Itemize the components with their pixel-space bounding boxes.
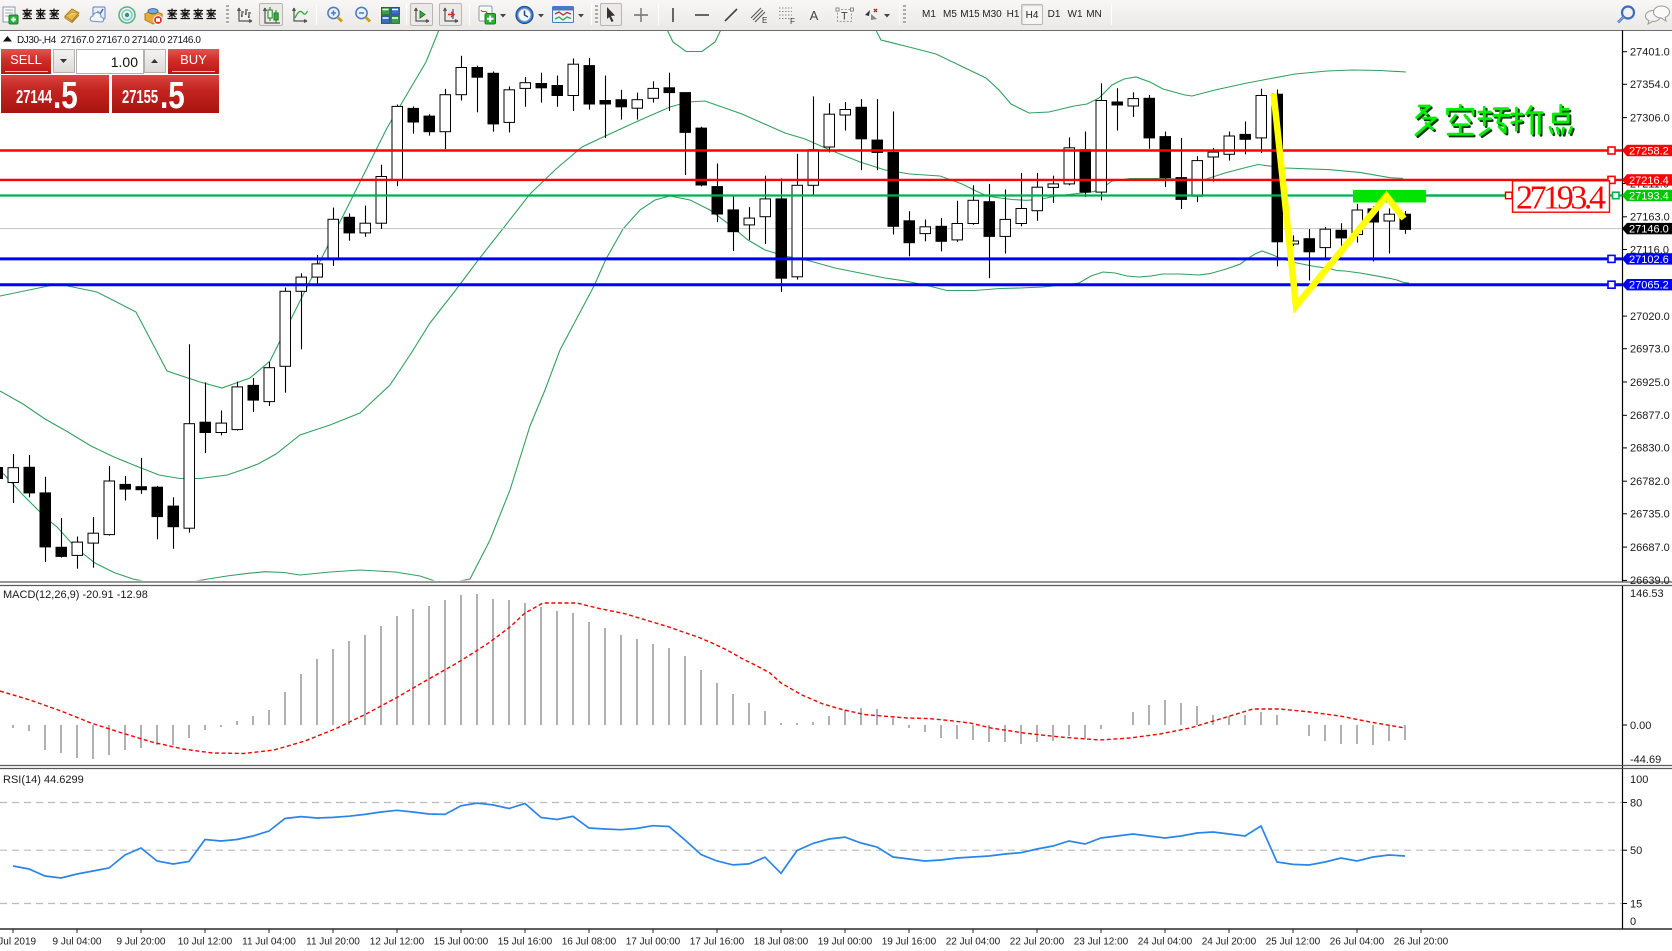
svg-text:27146.0: 27146.0 [1629, 224, 1669, 236]
svg-text:22 Jul 04:00: 22 Jul 04:00 [946, 937, 1001, 948]
svg-text:27354.0: 27354.0 [1630, 79, 1670, 91]
svg-text:26925.0: 26925.0 [1630, 377, 1670, 389]
svg-text:26830.0: 26830.0 [1630, 443, 1670, 455]
svg-text:27065.2: 27065.2 [1629, 280, 1669, 292]
svg-text:26877.0: 26877.0 [1630, 410, 1670, 422]
svg-text:-44.69: -44.69 [1630, 754, 1661, 766]
svg-text:26687.0: 26687.0 [1630, 542, 1670, 554]
svg-text:146.53: 146.53 [1630, 588, 1664, 600]
svg-text:27163.0: 27163.0 [1630, 212, 1670, 224]
svg-text:18 Jul 08:00: 18 Jul 08:00 [754, 937, 809, 948]
svg-text:26 Jul 20:00: 26 Jul 20:00 [1394, 937, 1449, 948]
svg-text:27193.4: 27193.4 [1629, 190, 1669, 202]
svg-text:27401.0: 27401.0 [1630, 47, 1670, 59]
svg-text:27020.0: 27020.0 [1630, 311, 1670, 323]
svg-text:0: 0 [1630, 916, 1636, 928]
svg-text:17 Jul 00:00: 17 Jul 00:00 [626, 937, 681, 948]
svg-text:23 Jul 12:00: 23 Jul 12:00 [1074, 937, 1129, 948]
svg-text:24 Jul 04:00: 24 Jul 04:00 [1138, 937, 1193, 948]
svg-text:50: 50 [1630, 845, 1642, 857]
svg-text:27258.2: 27258.2 [1629, 145, 1669, 157]
svg-text:15 Jul 00:00: 15 Jul 00:00 [434, 937, 489, 948]
svg-text:27193.4: 27193.4 [1516, 180, 1606, 217]
svg-text:15: 15 [1630, 898, 1642, 910]
svg-text:11 Jul 20:00: 11 Jul 20:00 [306, 937, 360, 948]
svg-text:27116.0: 27116.0 [1630, 244, 1669, 256]
svg-text:9 Jul 04:00: 9 Jul 04:00 [53, 937, 102, 948]
svg-text:26735.0: 26735.0 [1630, 509, 1670, 521]
svg-text:22 Jul 20:00: 22 Jul 20:00 [1010, 937, 1065, 948]
svg-text:15 Jul 16:00: 15 Jul 16:00 [498, 937, 553, 948]
svg-text:26639.0: 26639.0 [1630, 575, 1670, 587]
svg-text:19 Jul 16:00: 19 Jul 16:00 [882, 937, 937, 948]
svg-text:T: T [841, 11, 848, 23]
svg-text:DJ30-,H4 27167.0 27167.0 2714: DJ30-,H4 27167.0 27167.0 27140.0 27146.0 [17, 35, 201, 46]
svg-text:26 Jul 04:00: 26 Jul 04:00 [1330, 937, 1385, 948]
svg-text:26973.0: 26973.0 [1630, 344, 1670, 356]
svg-text:12 Jul 12:00: 12 Jul 12:00 [370, 937, 425, 948]
svg-text:10 Jul 12:00: 10 Jul 12:00 [178, 937, 233, 948]
svg-text:100: 100 [1630, 774, 1648, 786]
svg-text:16 Jul 08:00: 16 Jul 08:00 [562, 937, 617, 948]
svg-text:80: 80 [1630, 797, 1642, 809]
svg-text:17 Jul 16:00: 17 Jul 16:00 [690, 937, 745, 948]
svg-text:27102.6: 27102.6 [1629, 254, 1669, 266]
svg-text:0.00: 0.00 [1630, 720, 1651, 732]
svg-text:25 Jul 12:00: 25 Jul 12:00 [1266, 937, 1321, 948]
svg-text:MACD(12,26,9) -20.91 -12.98: MACD(12,26,9) -20.91 -12.98 [3, 589, 148, 601]
svg-text:27216.4: 27216.4 [1629, 175, 1669, 187]
svg-text:9 Jul 20:00: 9 Jul 20:00 [117, 937, 166, 948]
svg-text:8 Jul 2019: 8 Jul 2019 [0, 937, 37, 948]
svg-text:19 Jul 00:00: 19 Jul 00:00 [818, 937, 873, 948]
svg-text:11 Jul 04:00: 11 Jul 04:00 [242, 937, 296, 948]
svg-text:24 Jul 20:00: 24 Jul 20:00 [1202, 937, 1257, 948]
svg-text:E: E [762, 16, 767, 25]
svg-text:26782.0: 26782.0 [1630, 476, 1670, 488]
svg-text:F: F [790, 17, 795, 25]
svg-text:27306.0: 27306.0 [1630, 112, 1670, 124]
svg-text:RSI(14) 44.6299: RSI(14) 44.6299 [3, 774, 84, 786]
